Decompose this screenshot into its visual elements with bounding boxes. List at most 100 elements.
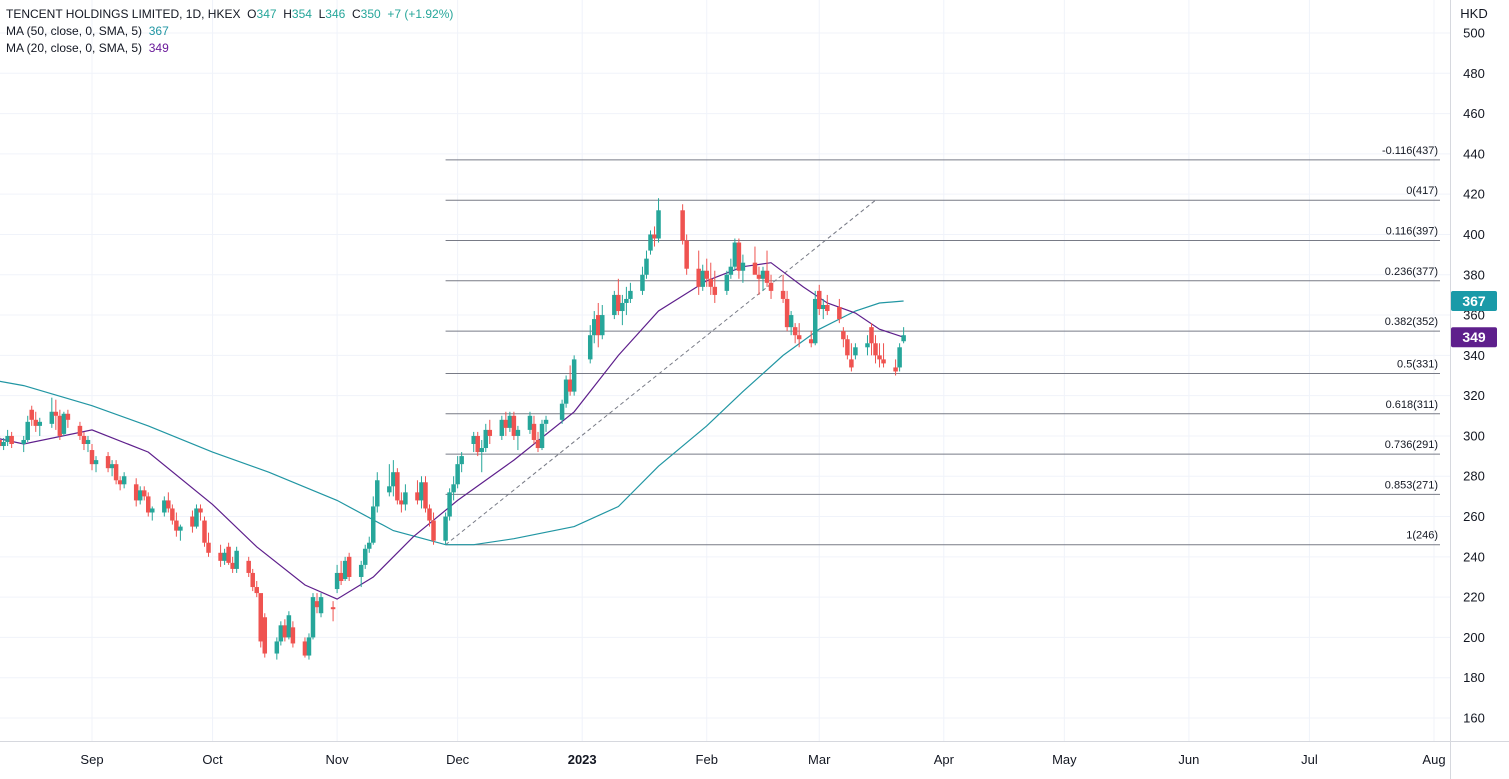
candle-2023-03-02: [821, 298, 826, 320]
ma20-legend-row[interactable]: MA (20, close, 0, SMA, 5) 349: [6, 40, 453, 57]
candle-body: [318, 597, 324, 614]
candle-body: [841, 331, 846, 340]
candle-2023-02-21: [784, 290, 790, 332]
candle-2023-03-10: [853, 343, 858, 360]
candle-body: [712, 286, 718, 295]
price-tick-440: 440: [1463, 146, 1485, 161]
candle-body: [732, 242, 738, 267]
candle-2022-11-17: [399, 492, 404, 513]
time-tick-apr: Apr: [934, 752, 955, 767]
candle-2023-02-08: [732, 238, 738, 271]
candle-body: [1, 441, 6, 447]
candle-body: [471, 435, 476, 444]
candle-2023-01-03: [587, 325, 593, 364]
candle-body: [817, 290, 822, 310]
candle-2022-10-11: [250, 568, 255, 592]
candle-2022-10-25: [306, 633, 312, 660]
candle-body: [166, 500, 171, 509]
candle-2022-08-16: [25, 415, 30, 442]
candle-2023-03-17: [881, 343, 886, 368]
price-axis[interactable]: HKD 160 180 200 220 240 260 280 300 320 340 360 380 4…: [1450, 0, 1488, 779]
candle-2022-09-13: [137, 486, 143, 505]
price-tick-360: 360: [1463, 308, 1485, 323]
candle-2022-12-07: [479, 439, 484, 473]
candle-body: [869, 327, 874, 344]
price-badges: 367 349: [1451, 290, 1497, 348]
candle-2022-09-21: [170, 504, 175, 525]
time-tick-jun: Jun: [1178, 752, 1199, 767]
candle-2022-11-16: [395, 468, 400, 505]
price-tick-500: 500: [1463, 26, 1485, 41]
candle-2022-12-30: [571, 355, 577, 396]
candle-body: [768, 282, 774, 291]
candle-2022-08-30: [81, 431, 87, 451]
candle-body: [109, 464, 115, 469]
candle-2023-02-20: [780, 274, 786, 303]
candle-body: [628, 290, 633, 299]
candle-body: [250, 572, 255, 588]
candle-2022-10-03: [218, 544, 223, 567]
candle-2023-03-20: [893, 359, 898, 376]
candle-body: [825, 304, 830, 312]
time-tick-aug: Aug: [1422, 752, 1445, 767]
symbol-row[interactable]: TENCENT HOLDINGS LIMITED, 1D, HKEX O347 …: [6, 6, 453, 23]
candle-2023-02-15: [760, 266, 766, 291]
candle-body: [306, 637, 312, 656]
candle-2022-11-22: [419, 476, 424, 509]
candle-body: [483, 429, 489, 449]
time-tick-sep: Sep: [80, 752, 103, 767]
candle-body: [656, 210, 661, 239]
candle-body: [330, 607, 336, 610]
candle-2023-01-20: [656, 198, 661, 243]
candle-body: [708, 278, 714, 287]
candle-2023-02-09: [736, 238, 742, 279]
candle-body: [37, 421, 43, 426]
candle-body: [117, 480, 123, 485]
candle-2022-10-12: [254, 581, 259, 598]
candle-body: [696, 268, 701, 287]
candle-2022-09-19: [162, 496, 167, 517]
candle-2023-02-13: [752, 246, 758, 275]
candle-body: [543, 419, 549, 424]
candle-body: [788, 315, 794, 328]
candle-2023-03-06: [837, 298, 842, 324]
candle-body: [375, 480, 380, 507]
price-tick-320: 320: [1463, 388, 1485, 403]
fibonacci-retracement[interactable]: -0.116(437) 0(417) 0.116(397) 0.236(377) 0.3…: [445, 145, 1440, 546]
candle-2022-12-13: [503, 411, 509, 436]
candle-2022-08-09: [0, 435, 2, 449]
candle-body: [487, 429, 493, 436]
candle-2023-01-13: [628, 282, 633, 303]
candle-body: [865, 343, 870, 348]
candle-2022-10-19: [282, 619, 288, 642]
symbol-title: TENCENT HOLDINGS LIMITED, 1D, HKEX: [6, 7, 241, 21]
candle-2022-09-12: [133, 478, 139, 507]
candle-2022-08-15: [21, 435, 26, 453]
candle-2022-09-14: [141, 486, 147, 501]
candle-body: [25, 421, 30, 440]
candle-body: [77, 425, 83, 436]
candle-body: [600, 315, 605, 336]
candle-body: [780, 290, 786, 299]
candle-2022-10-18: [278, 621, 284, 646]
candle-body: [567, 379, 573, 392]
candle-body: [853, 347, 858, 356]
candle-2022-11-29: [447, 488, 452, 521]
close-value: 350: [360, 7, 381, 21]
candle-body: [334, 572, 340, 590]
candle-2023-02-10: [740, 254, 746, 283]
open-label: O: [247, 7, 257, 21]
candle-body: [901, 335, 906, 342]
candle-body: [81, 435, 87, 444]
candle-body: [21, 439, 26, 444]
candle-body: [724, 274, 730, 291]
candle-body: [527, 415, 533, 430]
fib-label-0.382: 0.382(352): [1385, 316, 1438, 328]
time-axis[interactable]: Sep Oct Nov Dec 2023 Feb Mar Apr May Jun Jul Aug: [0, 741, 1509, 768]
ma50-legend-row[interactable]: MA (50, close, 0, SMA, 5) 367: [6, 23, 453, 40]
candle-2023-03-07: [841, 327, 846, 348]
candle-body: [133, 484, 139, 501]
candle-body: [459, 456, 464, 465]
candle-2022-12-09: [487, 419, 493, 444]
